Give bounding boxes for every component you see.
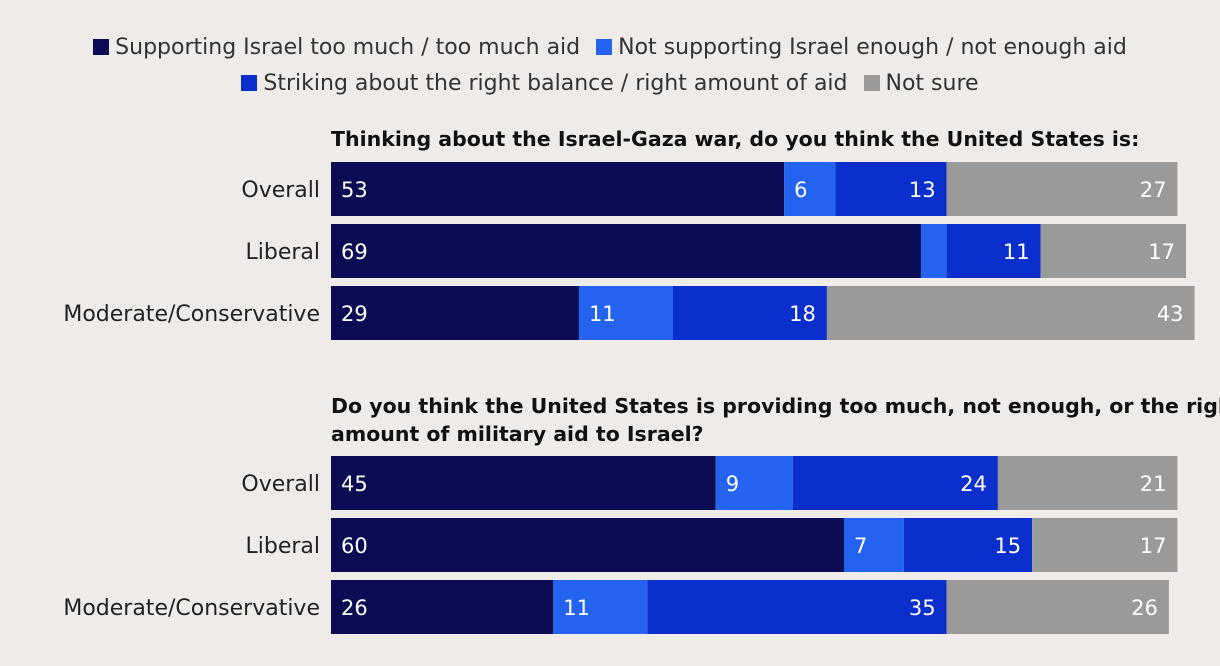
data-label: 15 [994, 534, 1021, 558]
data-label: 60 [341, 534, 368, 558]
bar-segment [331, 456, 716, 510]
legend-item: Not sure [863, 66, 979, 102]
data-label: 11 [589, 302, 616, 326]
legend-item: Supporting Israel too much / too much ai… [93, 30, 580, 66]
bar-segment [331, 518, 844, 572]
chart-panel: Do you think the United States is provid… [63, 394, 1220, 634]
bar-segment [331, 162, 785, 216]
legend-swatch [863, 75, 880, 91]
category-label: Overall [241, 178, 320, 203]
category-label: Liberal [245, 534, 320, 559]
bar-segment [1032, 518, 1178, 572]
data-label: 53 [341, 178, 368, 202]
bar-segment [553, 580, 648, 634]
legend-swatch [93, 39, 110, 55]
bar-segment [673, 286, 827, 340]
category-label: Overall [241, 472, 320, 497]
legend-label: Supporting Israel too much / too much ai… [115, 35, 581, 60]
bar-segment [784, 162, 836, 216]
data-label: 69 [341, 240, 368, 264]
panel-title: Do you think the United States is provid… [331, 394, 1220, 418]
legend-label: Not sure [885, 71, 979, 96]
data-label: 43 [1157, 302, 1184, 326]
bar-segment [647, 580, 947, 634]
panel-title: amount of military aid to Israel? [331, 422, 704, 446]
legend-item: Not supporting Israel enough / not enoug… [596, 30, 1127, 66]
bar-segment [946, 224, 1041, 278]
data-label: 11 [563, 596, 590, 620]
panel-title: Thinking about the Israel-Gaza war, do y… [331, 127, 1139, 151]
data-label: 13 [909, 178, 936, 202]
data-label: 24 [960, 472, 987, 496]
data-label: 11 [1003, 240, 1030, 264]
data-label: 35 [909, 596, 936, 620]
legend-item: Striking about the right balance / right… [241, 66, 848, 102]
bar-segment [997, 456, 1178, 510]
bar-segment [331, 580, 554, 634]
bar-segment [792, 456, 998, 510]
data-label: 17 [1148, 240, 1175, 264]
data-label: 21 [1140, 472, 1167, 496]
data-label: 6 [794, 178, 807, 202]
bar-segment [844, 518, 904, 572]
bar-segment [920, 224, 947, 278]
data-label: 9 [726, 472, 739, 496]
legend-label: Striking about the right balance / right… [263, 71, 848, 96]
legend-swatch [241, 75, 258, 91]
legend: Supporting Israel too much / too much ai… [0, 30, 1220, 102]
data-label: 29 [341, 302, 368, 326]
category-label: Moderate/Conservative [63, 596, 320, 621]
data-label: 45 [341, 472, 368, 496]
category-label: Moderate/Conservative [63, 302, 320, 327]
data-label: 26 [1131, 596, 1158, 620]
legend-swatch [596, 39, 613, 55]
bar-segment [715, 456, 793, 510]
bar-segment [946, 580, 1169, 634]
data-label: 26 [341, 596, 368, 620]
bar-segment [331, 224, 921, 278]
data-label: 18 [789, 302, 816, 326]
data-label: 27 [1140, 178, 1167, 202]
bar-segment [835, 162, 947, 216]
legend-label: Not supporting Israel enough / not enoug… [618, 35, 1127, 60]
category-label: Liberal [245, 240, 320, 265]
chart-panel: Thinking about the Israel-Gaza war, do y… [63, 127, 1195, 340]
bar-segment [903, 518, 1033, 572]
bar-segment [826, 286, 1195, 340]
bar-segment [1040, 224, 1186, 278]
data-label: 7 [854, 534, 867, 558]
bar-segment [578, 286, 673, 340]
bar-segment [946, 162, 1178, 216]
bar-segment [331, 286, 579, 340]
data-label: 17 [1140, 534, 1167, 558]
